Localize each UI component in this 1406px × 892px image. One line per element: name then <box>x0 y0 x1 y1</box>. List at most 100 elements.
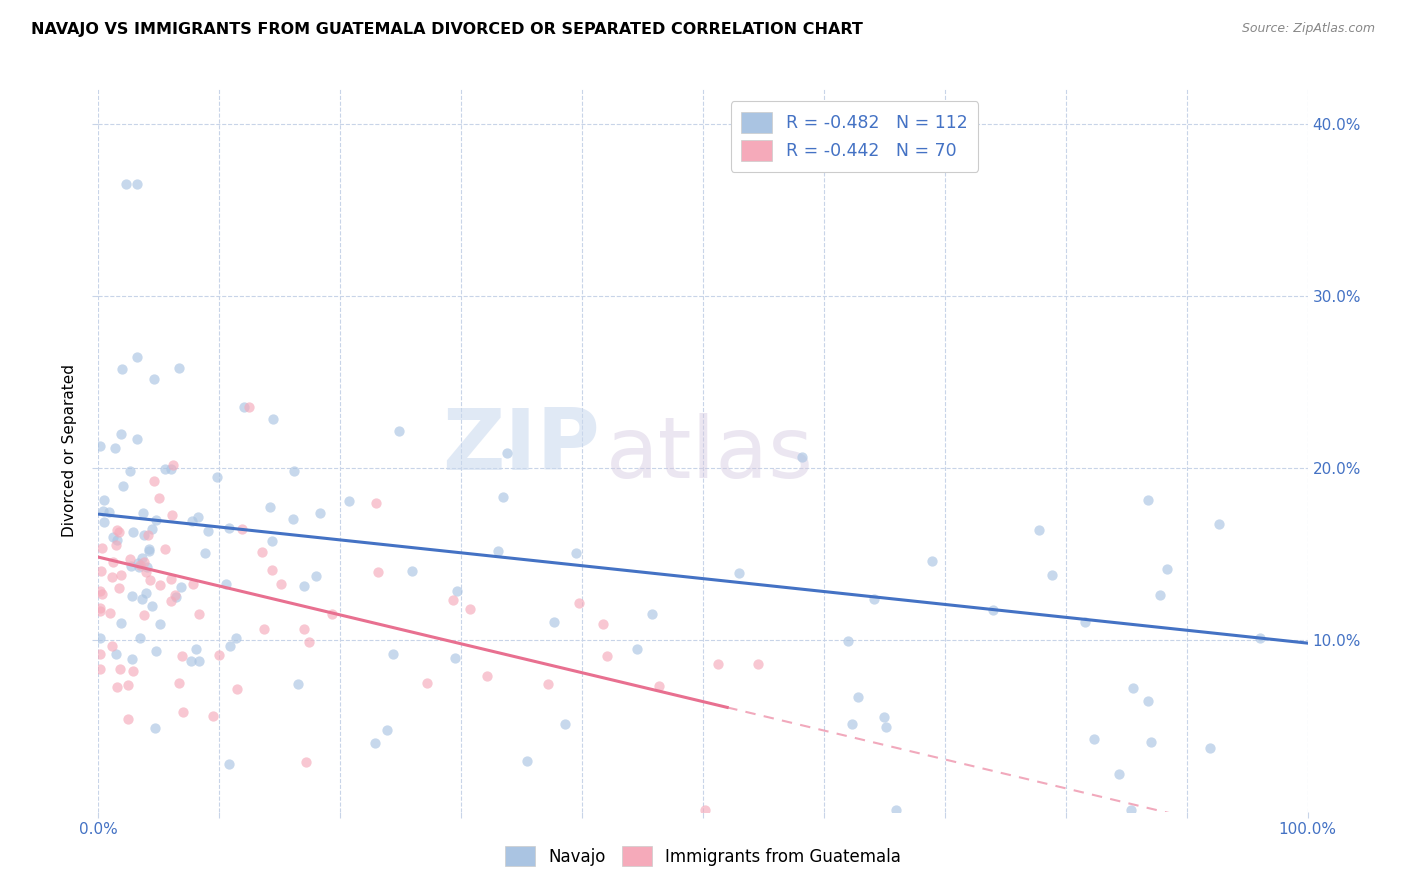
Point <box>568 596 591 610</box>
Point <box>262 533 284 548</box>
Point <box>162 508 184 522</box>
Point <box>105 680 128 694</box>
Point <box>162 458 184 472</box>
Point <box>125 350 148 364</box>
Point <box>250 545 273 559</box>
Point <box>475 669 498 683</box>
Point <box>153 541 176 556</box>
Point <box>1208 516 1230 531</box>
Point <box>792 450 814 464</box>
Point <box>364 736 387 750</box>
Point <box>416 676 439 690</box>
Point <box>194 545 217 559</box>
Point <box>495 446 517 460</box>
Point <box>225 681 247 696</box>
Point <box>117 678 139 692</box>
Point <box>626 641 648 656</box>
Point <box>259 500 281 515</box>
Point <box>707 657 730 671</box>
Point <box>214 577 236 591</box>
Point <box>148 491 170 505</box>
Point <box>121 652 143 666</box>
Point <box>159 594 181 608</box>
Point <box>565 546 588 560</box>
Point <box>93 492 115 507</box>
Point <box>543 615 565 629</box>
Point <box>596 649 619 664</box>
Point <box>117 712 139 726</box>
Point <box>131 551 153 566</box>
Point <box>205 470 228 484</box>
Point <box>262 412 284 426</box>
Point <box>841 717 863 731</box>
Point <box>1156 561 1178 575</box>
Point <box>134 586 156 600</box>
Text: atlas: atlas <box>606 413 814 496</box>
Point <box>167 361 190 376</box>
Point <box>884 803 907 817</box>
Point <box>105 524 128 538</box>
Point <box>169 676 191 690</box>
Point <box>108 581 131 595</box>
Point <box>492 490 515 504</box>
Point <box>862 591 884 606</box>
Point <box>270 576 292 591</box>
Point <box>132 555 155 569</box>
Point <box>139 574 162 588</box>
Point <box>219 639 242 653</box>
Point <box>516 754 538 768</box>
Point <box>1136 493 1159 508</box>
Point <box>89 604 111 618</box>
Point <box>458 601 481 615</box>
Point <box>104 538 127 552</box>
Point <box>118 552 141 566</box>
Point <box>382 647 405 661</box>
Point <box>101 555 124 569</box>
Point <box>97 505 120 519</box>
Point <box>446 583 468 598</box>
Point <box>377 723 399 737</box>
Point <box>145 513 167 527</box>
Point <box>309 506 332 520</box>
Point <box>1249 631 1271 645</box>
Point <box>136 527 159 541</box>
Point <box>121 664 143 678</box>
Point <box>554 717 576 731</box>
Point <box>98 606 121 620</box>
Point <box>127 556 149 570</box>
Point <box>1108 767 1130 781</box>
Point <box>101 570 124 584</box>
Point <box>537 676 560 690</box>
Point <box>388 424 411 438</box>
Point <box>142 475 165 489</box>
Point <box>93 515 115 529</box>
Point <box>262 563 284 577</box>
Point <box>1119 803 1142 817</box>
Point <box>592 616 614 631</box>
Point <box>128 559 150 574</box>
Point <box>104 648 127 662</box>
Y-axis label: Divorced or Separated: Divorced or Separated <box>62 364 77 537</box>
Text: NAVAJO VS IMMIGRANTS FROM GUATEMALA DIVORCED OR SEPARATED CORRELATION CHART: NAVAJO VS IMMIGRANTS FROM GUATEMALA DIVO… <box>31 22 863 37</box>
Point <box>872 710 894 724</box>
Point <box>89 439 111 453</box>
Point <box>138 544 160 558</box>
Point <box>846 690 869 704</box>
Point <box>292 579 315 593</box>
Point <box>321 607 343 621</box>
Point <box>728 566 751 580</box>
Point <box>441 593 464 607</box>
Point <box>118 464 141 478</box>
Point <box>298 634 321 648</box>
Point <box>89 631 111 645</box>
Point <box>1083 731 1105 746</box>
Point <box>238 401 260 415</box>
Point <box>160 572 183 586</box>
Point <box>208 648 231 662</box>
Text: Source: ZipAtlas.com: Source: ZipAtlas.com <box>1241 22 1375 36</box>
Point <box>295 756 318 770</box>
Point <box>163 588 186 602</box>
Point <box>1149 588 1171 602</box>
Point <box>287 677 309 691</box>
Point <box>108 524 131 539</box>
